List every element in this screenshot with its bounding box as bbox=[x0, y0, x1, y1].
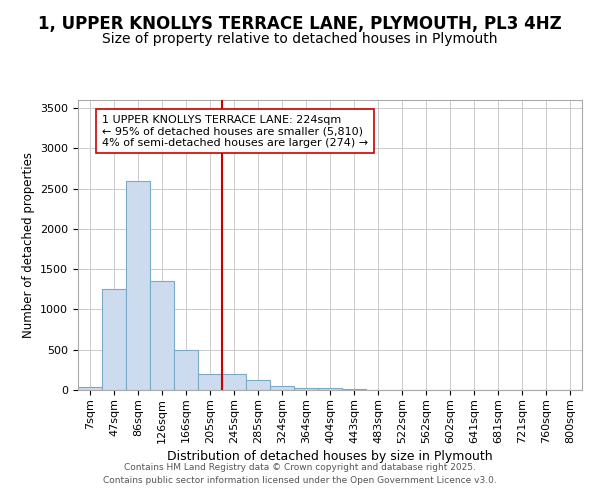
Bar bbox=[318, 388, 342, 390]
Bar bbox=[78, 387, 102, 390]
Text: 1 UPPER KNOLLYS TERRACE LANE: 224sqm
← 95% of detached houses are smaller (5,810: 1 UPPER KNOLLYS TERRACE LANE: 224sqm ← 9… bbox=[102, 114, 368, 148]
Bar bbox=[174, 350, 198, 390]
Text: Contains HM Land Registry data © Crown copyright and database right 2025.: Contains HM Land Registry data © Crown c… bbox=[124, 464, 476, 472]
Bar bbox=[270, 386, 294, 390]
Text: Contains public sector information licensed under the Open Government Licence v3: Contains public sector information licen… bbox=[103, 476, 497, 485]
Text: 1, UPPER KNOLLYS TERRACE LANE, PLYMOUTH, PL3 4HZ: 1, UPPER KNOLLYS TERRACE LANE, PLYMOUTH,… bbox=[38, 15, 562, 33]
Text: Size of property relative to detached houses in Plymouth: Size of property relative to detached ho… bbox=[102, 32, 498, 46]
Bar bbox=[342, 389, 366, 390]
X-axis label: Distribution of detached houses by size in Plymouth: Distribution of detached houses by size … bbox=[167, 450, 493, 462]
Y-axis label: Number of detached properties: Number of detached properties bbox=[22, 152, 35, 338]
Bar bbox=[126, 180, 150, 390]
Bar bbox=[150, 281, 174, 390]
Bar bbox=[222, 374, 246, 390]
Bar bbox=[246, 380, 270, 390]
Bar bbox=[198, 374, 222, 390]
Bar bbox=[294, 388, 318, 390]
Bar bbox=[102, 290, 126, 390]
